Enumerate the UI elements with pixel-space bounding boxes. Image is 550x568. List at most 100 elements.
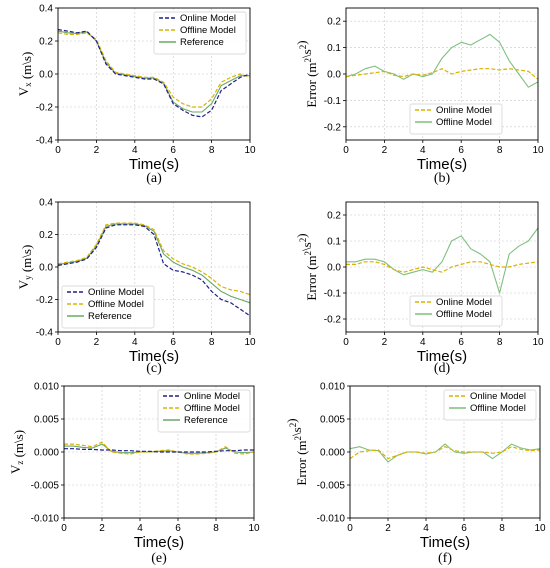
x-tick-label: 2: [94, 337, 100, 348]
y-tick-label: 0.1: [327, 43, 341, 54]
y-tick-label: 0.005: [320, 415, 345, 426]
series-line-error_offline: [345, 33, 539, 88]
x-tick-label: 6: [175, 523, 181, 534]
legend-entry: Offline Model: [180, 25, 236, 36]
y-tick-label: -0.2: [324, 122, 342, 133]
legend-entry: Reference: [180, 37, 224, 48]
y-tick-label: 0.1: [327, 237, 341, 248]
y-tick-label: -0.4: [36, 328, 54, 339]
legend-entry: Offline Model: [88, 299, 144, 310]
x-tick-label: 2: [94, 145, 100, 156]
y-tick-label: 0.010: [320, 382, 345, 393]
x-tick-label: 8: [213, 523, 219, 534]
series-line-offline: [57, 32, 251, 108]
panel-caption: (e): [151, 551, 167, 566]
x-tick-label: 10: [244, 337, 256, 348]
y-tick-label: -0.005: [31, 481, 60, 492]
x-tick-label: 4: [420, 145, 426, 156]
y-tick-label: -0.010: [31, 514, 60, 525]
x-axis-label: Time(s): [417, 348, 467, 365]
x-tick-label: 4: [132, 145, 138, 156]
y-tick-label: 0.005: [34, 415, 59, 426]
y-axis-label: Vx (m\s): [16, 52, 34, 97]
legend-entry: Online Model: [88, 287, 144, 298]
x-tick-label: 2: [382, 145, 388, 156]
x-tick-label: 10: [534, 523, 546, 534]
y-tick-label: -0.1: [324, 289, 342, 300]
y-axis-label: Error (m2\s2): [284, 418, 309, 485]
legend-box: [443, 389, 537, 421]
legend-entry: Online Model: [436, 297, 492, 308]
chart-a: 0 2 4 6 8 10 -0.4 -0.2 0.0 0.2 0.4 Time(s) Vx (m\s) (…: [16, 4, 256, 187]
y-tick-label: -0.1: [324, 96, 342, 107]
x-tick-label: 4: [420, 337, 426, 348]
y-axis-label: Error (m2\s2): [294, 233, 319, 300]
y-axis-label: Vy (m\s): [16, 245, 34, 290]
y-tick-label: 0.4: [39, 4, 53, 15]
x-tick-label: 6: [170, 145, 176, 156]
series-line-error_offline: [349, 443, 541, 463]
x-tick-label: 10: [532, 145, 544, 156]
y-tick-label: -0.4: [36, 136, 54, 147]
x-tick-label: 8: [209, 145, 215, 156]
legend-box: [61, 285, 155, 329]
legend-box: [409, 295, 503, 327]
legend-entry: Reference: [184, 415, 228, 426]
legend-entry: Online Model: [180, 13, 236, 24]
y-tick-label: -0.005: [317, 481, 346, 492]
x-tick-label: 6: [461, 523, 467, 534]
x-tick-label: 6: [458, 337, 464, 348]
series-line-error_offline: [346, 227, 539, 294]
legend-entry: Offline Model: [470, 403, 526, 414]
series-line-online: [64, 448, 254, 453]
x-tick-label: 0: [55, 337, 61, 348]
y-tick-label: -0.2: [36, 295, 54, 306]
x-tick-label: 8: [209, 337, 215, 348]
x-tick-label: 6: [170, 337, 176, 348]
y-tick-label: 0.2: [327, 17, 341, 28]
chart-c: 0 2 4 6 8 10 -0.4 -0.2 0.0 0.2 0.4 Time(s) Vy (m\s) (…: [16, 198, 256, 377]
x-axis-label: Time(s): [134, 534, 184, 551]
legend-box: [157, 389, 251, 433]
series-line-offline: [64, 441, 255, 455]
y-tick-label: 0.0: [39, 70, 53, 81]
x-tick-label: 8: [497, 145, 503, 156]
x-tick-label: 0: [347, 523, 353, 534]
x-tick-label: 0: [55, 145, 61, 156]
x-axis-label: Time(s): [129, 156, 179, 173]
legend-entry: Reference: [88, 311, 132, 322]
y-tick-label: 0.010: [34, 382, 59, 393]
chart-f: 0 2 4 6 8 10 -0.010 -0.005 0.000 0.005 0.010 Time(s…: [284, 382, 546, 567]
y-tick-label: 0.2: [39, 230, 53, 241]
x-tick-label: 0: [343, 145, 349, 156]
panel-caption: (a): [146, 171, 162, 186]
y-tick-label: 0.2: [39, 37, 53, 48]
x-axis-label: Time(s): [129, 348, 179, 365]
chart-b: 0 2 4 6 8 10 -0.2 -0.1 0.0 0.1 0.2 Time(s) Error (m2…: [294, 7, 544, 186]
legend-box: [153, 11, 247, 55]
y-tick-label: -0.2: [36, 103, 54, 114]
x-tick-label: 2: [385, 523, 391, 534]
series-line-offline: [57, 222, 251, 296]
legend-box: [409, 103, 503, 135]
series-line-reference: [64, 443, 255, 454]
x-tick-label: 0: [61, 523, 67, 534]
panel-caption: (c): [146, 361, 162, 376]
x-tick-label: 10: [244, 145, 256, 156]
legend-entry: Online Model: [184, 391, 240, 402]
legend-entry: Online Model: [470, 391, 526, 402]
x-tick-label: 0: [343, 337, 349, 348]
x-tick-label: 8: [499, 523, 505, 534]
panel-caption: (f): [438, 551, 452, 566]
y-axis-label: Error (m2\s2): [294, 40, 319, 107]
x-tick-label: 10: [532, 337, 544, 348]
x-tick-label: 4: [137, 523, 143, 534]
x-tick-label: 8: [497, 337, 503, 348]
